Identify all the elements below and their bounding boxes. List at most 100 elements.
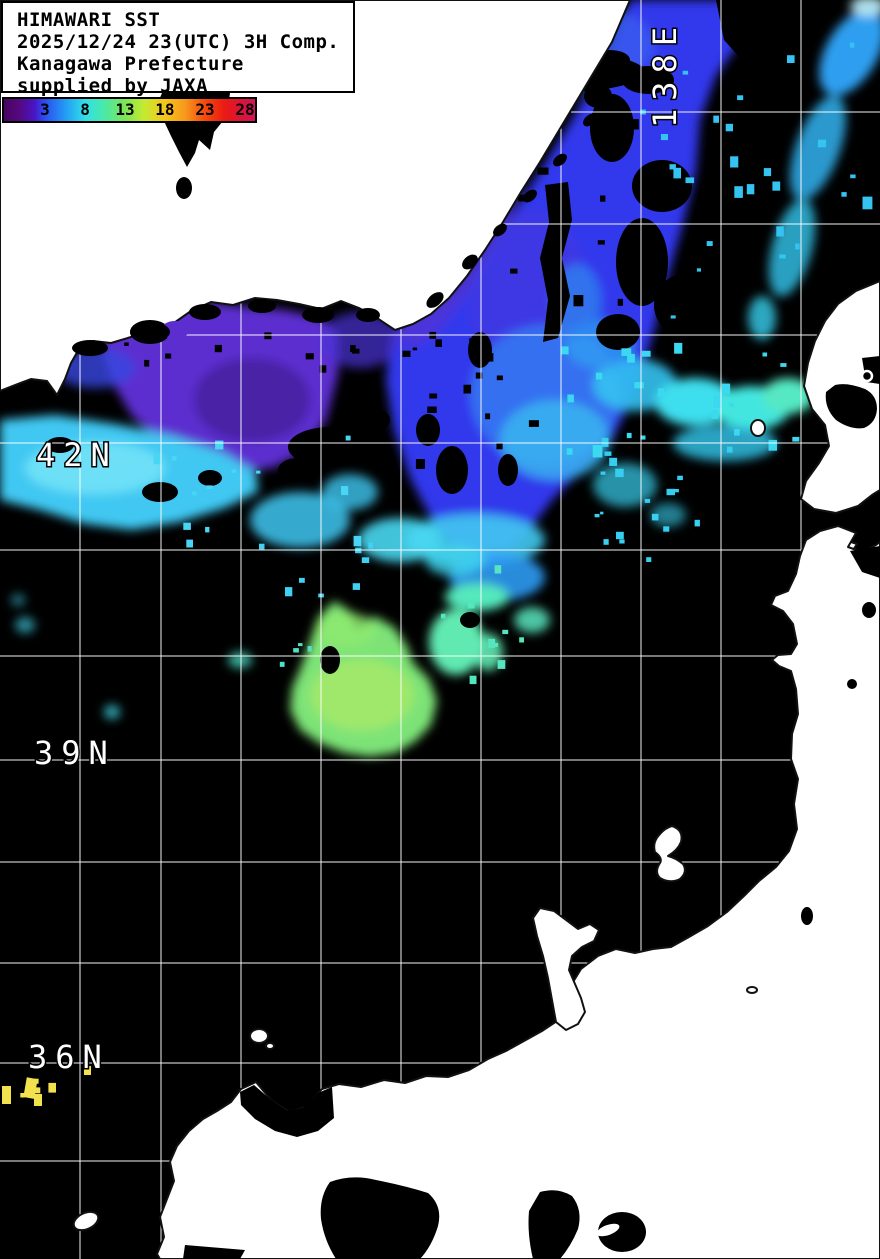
noise-pixel (20, 1093, 25, 1098)
noise-pixel (293, 648, 299, 653)
noise-pixel (600, 511, 604, 515)
noise-pixel (772, 181, 781, 191)
noise-pixel (625, 71, 636, 78)
noise-pixel (264, 332, 272, 340)
noise-pixel (215, 440, 224, 450)
noise-pixel (666, 488, 675, 496)
noise-pixel (427, 406, 437, 413)
noise-pixel (352, 348, 360, 354)
noise-pixel (231, 469, 236, 473)
colorbar-ticks: 3 8 13 18 23 28 (4, 99, 255, 121)
grid-labels: 42N 39N 36N 138E (27, 17, 686, 1077)
colorbar-tick-label: 3 (40, 100, 50, 119)
noise-pixel (734, 429, 740, 436)
noise-pixel (603, 539, 609, 545)
map-title: HIMAWARI SST (17, 9, 161, 31)
noise-pixel (729, 402, 734, 407)
noise-pixel (467, 602, 475, 609)
noise-pixel (573, 295, 584, 307)
noise-pixel (694, 519, 700, 527)
noise-pixel (616, 531, 624, 540)
colorbar-tick-label: 13 (115, 100, 135, 119)
noise-pixel (673, 167, 681, 179)
attribution: supplied by JAXA (17, 75, 209, 97)
noise-pixel (31, 1078, 39, 1084)
noise-pixel (663, 526, 670, 532)
noise-pixel (206, 485, 213, 489)
noise-pixel (627, 119, 639, 130)
noise-pixel (609, 457, 618, 466)
noise-pixel (485, 413, 491, 420)
noise-pixel (566, 448, 573, 455)
noise-pixel (368, 542, 373, 549)
noise-pixel (402, 350, 411, 357)
noise-pixel (171, 456, 177, 461)
lon-label-138e: 138E (646, 19, 684, 128)
noise-pixel (205, 526, 210, 533)
noise-pixel (597, 240, 605, 245)
noise-pixel (644, 498, 651, 503)
colorbar: 3 8 13 18 23 28 (2, 97, 257, 123)
noise-pixel (713, 395, 723, 408)
noise-pixel (641, 350, 651, 357)
noise-pixel (352, 583, 360, 590)
noise-pixel (640, 435, 646, 440)
noise-pixel (256, 470, 261, 474)
noise-pixel (841, 192, 847, 197)
noise-pixel (350, 345, 356, 353)
noise-pixel (779, 254, 786, 259)
noise-pixel (660, 134, 668, 141)
lat-label-36n: 36N (28, 1038, 110, 1076)
noise-pixel (721, 383, 731, 395)
noise-pixel (353, 535, 362, 547)
noise-pixel (153, 453, 163, 465)
noise-pixel (124, 342, 129, 346)
noise-pixel (619, 539, 625, 544)
noise-pixel (285, 587, 293, 597)
noise-pixel (319, 365, 327, 373)
noise-pixel (191, 491, 197, 496)
noise-pixel (713, 115, 719, 123)
noise-pixel (627, 353, 635, 363)
noise-pixel (669, 164, 676, 170)
noise-pixel (600, 471, 606, 475)
noise-pixel (674, 489, 679, 493)
noise-pixel (734, 186, 743, 198)
colorbar-tick-label: 23 (195, 100, 215, 119)
noise-pixel (440, 613, 446, 619)
noise-pixel (598, 95, 611, 104)
noise-pixel (706, 241, 713, 246)
noise-pixel (651, 513, 659, 521)
noise-pixel (674, 342, 683, 354)
lat-label-42n: 42N (36, 436, 118, 474)
noise-pixel (496, 443, 503, 450)
land-oki-island (249, 1028, 269, 1044)
noise-pixel (279, 661, 285, 667)
timestamp: 2025/12/24 23(UTC) 3H Comp. (17, 31, 340, 53)
noise-pixel (795, 243, 800, 250)
land-islet-pair (746, 986, 758, 994)
noise-pixel (34, 1098, 40, 1106)
noise-pixel (435, 339, 442, 347)
noise-pixel (469, 338, 476, 344)
noise-pixel (299, 577, 305, 583)
lat-label-39n: 39N (34, 734, 116, 772)
noise-pixel (611, 107, 619, 116)
noise-pixel (746, 184, 755, 195)
noise-pixel (214, 344, 222, 353)
noise-pixel (484, 353, 494, 362)
noise-pixel (711, 409, 719, 419)
noise-pixel (412, 347, 418, 351)
noise-pixel (48, 1082, 56, 1093)
noise-pixel (787, 55, 795, 63)
noise-pixel (615, 468, 624, 478)
noise-pixel (817, 139, 827, 148)
noise-pixel (850, 42, 855, 48)
coast-detail (72, 93, 880, 1259)
land-oki-islet (265, 1042, 275, 1050)
noise-pixel (510, 268, 518, 274)
colorbar-tick-label: 28 (235, 100, 255, 119)
land-honshu (156, 525, 880, 1259)
